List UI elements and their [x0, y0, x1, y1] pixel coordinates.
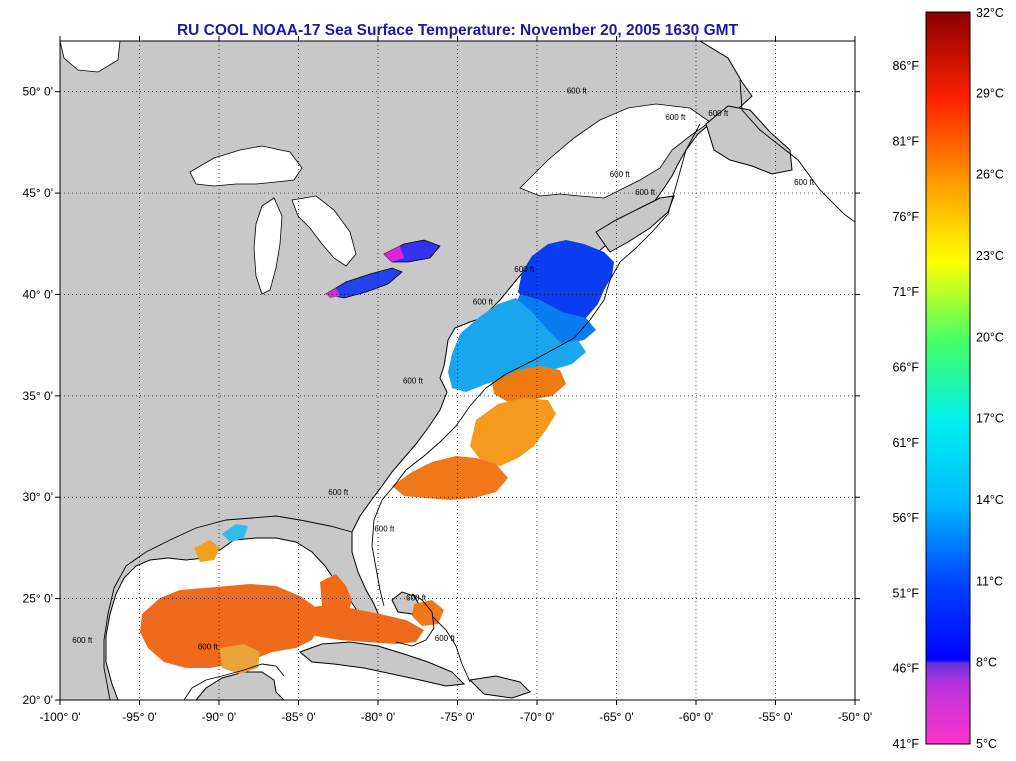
x-tick-label: -100° 0' [39, 710, 80, 724]
colorbar-celsius-labels: 5°C 8°C 11°C 14°C 17°C 20°C 23°C 26°C 29°C 32°C [976, 6, 1004, 751]
lake-superior [189, 145, 303, 187]
colorbar-celsius-label: 32°C [976, 6, 1004, 20]
colorbar-celsius-label: 20°C [976, 330, 1004, 344]
x-tick-label: -80° 0' [361, 710, 395, 724]
x-tick-label: -70° 0' [520, 710, 554, 724]
colorbar-fahrenheit-label: 61°F [892, 436, 919, 450]
x-tick-label: -55° 0' [758, 710, 792, 724]
contour-label: 600 ft [374, 525, 395, 534]
hispaniola-land [468, 675, 531, 699]
contour-labels: 600 ft 600 ft 600 ft 600 ft 600 ft 600 ft 600 … [72, 87, 815, 652]
colorbar-celsius-label: 26°C [976, 168, 1004, 182]
map-title: RU COOL NOAA-17 Sea Surface Temperature:… [176, 22, 739, 39]
y-tick-label: 25° 0' [23, 592, 53, 606]
contour-label: 600 ft [794, 178, 815, 187]
sst-patch-caribbean [290, 606, 424, 644]
sst-patch-south-atlantic-bight [392, 456, 508, 500]
x-tick-label: -85° 0' [281, 710, 315, 724]
y-tick-label: 40° 0' [23, 287, 53, 301]
colorbar-fahrenheit-label: 46°F [892, 662, 919, 676]
y-tick-labels: 20° 0' 25° 0' 30° 0' 35° 0' 40° 0' 45° 0' 50° … [23, 85, 53, 707]
colorbar-fahrenheit-label: 76°F [892, 210, 919, 224]
colorbar-celsius-label: 11°C [976, 574, 1003, 588]
x-tick-label: -95° 0' [122, 710, 156, 724]
x-tick-labels: -100° 0' -95° 0' -90° 0' -85° 0' -80° 0' -75°… [39, 710, 872, 724]
colorbar [925, 11, 971, 745]
colorbar-celsius-label: 14°C [976, 493, 1004, 507]
sst-patch-cape-hatteras [470, 398, 556, 466]
colorbar-fahrenheit-label: 41°F [892, 737, 919, 751]
shelf-contour-line [103, 79, 855, 700]
colorbar-celsius-label: 23°C [976, 249, 1004, 263]
contour-label: 600 ft [514, 265, 535, 274]
lake-erie-west-end [326, 288, 340, 298]
lake-erie [324, 267, 403, 299]
colorbar-fahrenheit-label: 81°F [892, 135, 919, 149]
sst-patch-shelf-warm [492, 366, 566, 402]
contour-label: 600 ft [665, 113, 686, 122]
colorbar-celsius-label: 8°C [976, 656, 997, 670]
colorbar-fahrenheit-label: 86°F [892, 59, 919, 73]
sst-patch-florida-shelf [194, 540, 220, 562]
newfoundland-land [705, 105, 793, 175]
sst-patch-yucatan-channel [220, 644, 260, 674]
y-tick-label: 30° 0' [23, 490, 53, 504]
contour-label: 600 ft [435, 634, 456, 643]
contour-label: 600 ft [328, 488, 349, 497]
y-tick-label: 50° 0' [23, 85, 53, 99]
contour-label: 600 ft [403, 377, 424, 386]
colorbar-fahrenheit-labels: 41°F 46°F 51°F 56°F 61°F 66°F 71°F 76°F 81°F 86°F [892, 59, 919, 751]
northern-water [60, 41, 121, 73]
sst-patch-gulf-west [140, 584, 320, 668]
contour-label: 600 ft [198, 642, 219, 651]
contour-label: 600 ft [72, 636, 93, 645]
x-tick-label: -65° 0' [599, 710, 633, 724]
lake-ontario-west-end [384, 246, 404, 262]
contour-label: 600 ft [473, 298, 494, 307]
colorbar-celsius-label: 17°C [976, 412, 1004, 426]
colorbar-celsius-label: 29°C [976, 86, 1004, 100]
axis-ticks [55, 36, 860, 705]
sst-patch-louisiana-coast [222, 524, 248, 542]
y-tick-label: 20° 0' [23, 693, 53, 707]
x-tick-label: -75° 0' [440, 710, 474, 724]
contour-label: 600 ft [708, 109, 729, 118]
colorbar-fahrenheit-label: 56°F [892, 511, 919, 525]
contour-label: 600 ft [635, 188, 656, 197]
gulf-of-st-lawrence [519, 103, 711, 199]
colorbar-fahrenheit-label: 51°F [892, 586, 919, 600]
x-tick-label: -50° 0' [838, 710, 872, 724]
yucatan-land [195, 671, 285, 700]
lake-huron [291, 195, 357, 267]
contour-label: 600 ft [567, 87, 588, 96]
lake-michigan [253, 197, 283, 295]
y-tick-label: 45° 0' [23, 186, 53, 200]
colorbar-fahrenheit-label: 71°F [892, 285, 919, 299]
contour-label: 600 ft [406, 594, 427, 603]
cuba-land [299, 641, 466, 687]
x-tick-label: -90° 0' [202, 710, 236, 724]
contour-label: 600 ft [610, 170, 631, 179]
colorbar-fahrenheit-label: 66°F [892, 360, 919, 374]
colorbar-celsius-label: 5°C [976, 737, 997, 751]
x-tick-label: -60° 0' [679, 710, 713, 724]
y-tick-label: 35° 0' [23, 389, 53, 403]
